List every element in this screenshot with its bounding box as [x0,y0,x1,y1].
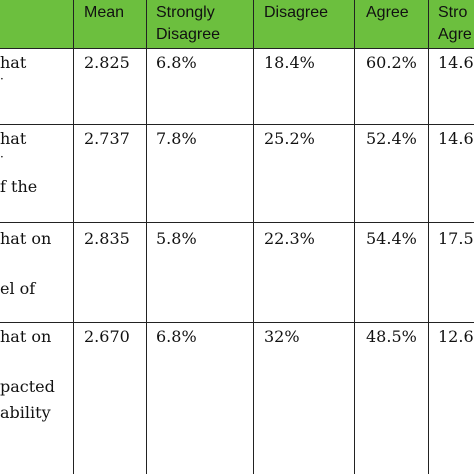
table-header-row [0,0,474,48]
row-3-stub-line-1: hat on [0,229,52,248]
row-3-strongly-disagree: 5.8% [156,229,197,248]
row-divider [0,222,474,223]
row-4-stub-line-1: hat on [0,327,52,346]
header-strongly-agree-line2: Agre [438,26,472,43]
row-1-stub-line-1: hat [0,53,27,72]
row-4-stub-line-2: pacted [0,377,55,396]
row-4-stub-line-3: ability [0,403,51,422]
row-4-mean: 2.670 [84,327,130,346]
row-4-strongly-agree: 12.6 [438,327,474,346]
row-1-strongly-agree: 14.6 [438,53,474,72]
row-2-disagree: 25.2% [264,129,315,148]
row-divider [0,322,474,323]
row-1-agree: 60.2% [366,53,417,72]
row-4-agree: 48.5% [366,327,417,346]
header-agree: Agree [366,4,409,21]
header-disagree: Disagree [264,4,329,21]
row-2-stub-line-2: · [0,150,4,164]
col-divider [354,0,355,474]
row-3-disagree: 22.3% [264,229,315,248]
row-4-disagree: 32% [264,327,300,346]
row-1-strongly-disagree: 6.8% [156,53,197,72]
header-strongly-agree-line1: Stro [438,4,468,21]
row-2-strongly-disagree: 7.8% [156,129,197,148]
col-divider [428,0,429,474]
header-mean: Mean [84,4,125,21]
row-divider [0,48,474,49]
col-divider [146,0,147,474]
header-strongly-disagree-line1: Strongly [156,4,215,21]
row-2-stub-line-3: f the [0,177,38,196]
row-1-disagree: 18.4% [264,53,315,72]
row-2-mean: 2.737 [84,129,130,148]
row-3-stub-line-2: el of [0,279,36,298]
header-strongly-disagree-line2: Disagree [156,26,221,43]
row-3-mean: 2.835 [84,229,130,248]
row-1-mean: 2.825 [84,53,130,72]
row-4-strongly-disagree: 6.8% [156,327,197,346]
col-divider [73,0,74,474]
row-3-strongly-agree: 17.5 [438,229,474,248]
row-2-stub-line-1: hat [0,129,27,148]
row-divider [0,124,474,125]
row-1-stub-line-2: · [0,72,4,86]
row-2-strongly-agree: 14.6 [438,129,474,148]
col-divider [253,0,254,474]
row-3-agree: 54.4% [366,229,417,248]
row-2-agree: 52.4% [366,129,417,148]
